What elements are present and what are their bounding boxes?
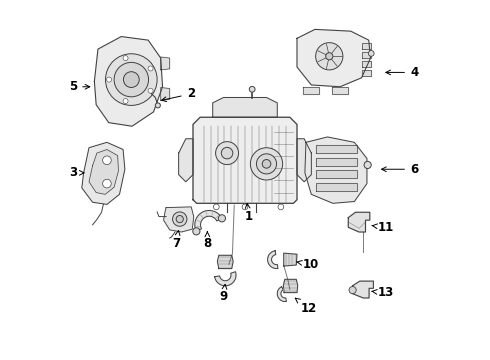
- Circle shape: [214, 204, 219, 210]
- Circle shape: [148, 66, 153, 71]
- Polygon shape: [316, 170, 357, 178]
- Polygon shape: [353, 281, 373, 298]
- Polygon shape: [195, 211, 222, 231]
- Polygon shape: [164, 207, 194, 232]
- Circle shape: [102, 179, 111, 188]
- Polygon shape: [161, 87, 170, 100]
- Polygon shape: [362, 69, 370, 76]
- Circle shape: [221, 147, 233, 159]
- Circle shape: [364, 161, 371, 168]
- Polygon shape: [283, 279, 298, 293]
- Polygon shape: [332, 87, 348, 94]
- Polygon shape: [316, 183, 357, 191]
- Circle shape: [368, 50, 374, 56]
- Text: 6: 6: [382, 163, 418, 176]
- Text: 5: 5: [69, 80, 90, 93]
- Circle shape: [250, 148, 283, 180]
- Polygon shape: [215, 272, 236, 286]
- Polygon shape: [348, 212, 370, 232]
- Circle shape: [249, 86, 255, 92]
- Polygon shape: [362, 60, 370, 67]
- Circle shape: [123, 72, 139, 87]
- Circle shape: [102, 156, 111, 165]
- Circle shape: [123, 99, 128, 104]
- Text: 1: 1: [245, 203, 253, 224]
- Text: 4: 4: [386, 66, 418, 79]
- Polygon shape: [268, 251, 278, 269]
- Circle shape: [216, 141, 239, 165]
- Polygon shape: [284, 253, 297, 266]
- Circle shape: [219, 215, 225, 222]
- Polygon shape: [362, 42, 370, 49]
- Polygon shape: [82, 142, 125, 204]
- Polygon shape: [316, 145, 357, 153]
- Circle shape: [242, 204, 248, 210]
- Circle shape: [262, 159, 271, 168]
- Circle shape: [114, 62, 148, 97]
- Circle shape: [155, 103, 160, 108]
- Polygon shape: [316, 158, 357, 166]
- Polygon shape: [297, 139, 311, 182]
- Text: 3: 3: [69, 166, 84, 179]
- Text: 9: 9: [220, 284, 228, 303]
- Text: 7: 7: [172, 230, 180, 250]
- Text: 11: 11: [372, 221, 394, 234]
- Circle shape: [278, 204, 284, 210]
- Polygon shape: [213, 98, 277, 117]
- Text: 10: 10: [297, 258, 318, 271]
- Polygon shape: [277, 287, 286, 302]
- Circle shape: [148, 88, 153, 93]
- Polygon shape: [297, 30, 370, 87]
- Polygon shape: [303, 87, 319, 94]
- Circle shape: [326, 53, 333, 60]
- Circle shape: [123, 55, 128, 60]
- Polygon shape: [218, 255, 233, 269]
- Polygon shape: [161, 57, 170, 70]
- Polygon shape: [362, 51, 370, 58]
- Circle shape: [256, 154, 276, 174]
- Circle shape: [349, 287, 356, 294]
- Circle shape: [107, 77, 112, 82]
- Polygon shape: [95, 37, 163, 126]
- Text: 8: 8: [203, 231, 212, 250]
- Polygon shape: [89, 149, 119, 194]
- Text: 13: 13: [372, 287, 394, 300]
- Polygon shape: [193, 117, 297, 203]
- Circle shape: [105, 54, 157, 105]
- Polygon shape: [305, 137, 367, 203]
- Circle shape: [193, 228, 200, 235]
- Text: 12: 12: [295, 298, 317, 315]
- Polygon shape: [179, 139, 193, 182]
- Text: 2: 2: [162, 87, 195, 102]
- Circle shape: [172, 212, 187, 226]
- Circle shape: [176, 216, 183, 223]
- Circle shape: [316, 42, 343, 70]
